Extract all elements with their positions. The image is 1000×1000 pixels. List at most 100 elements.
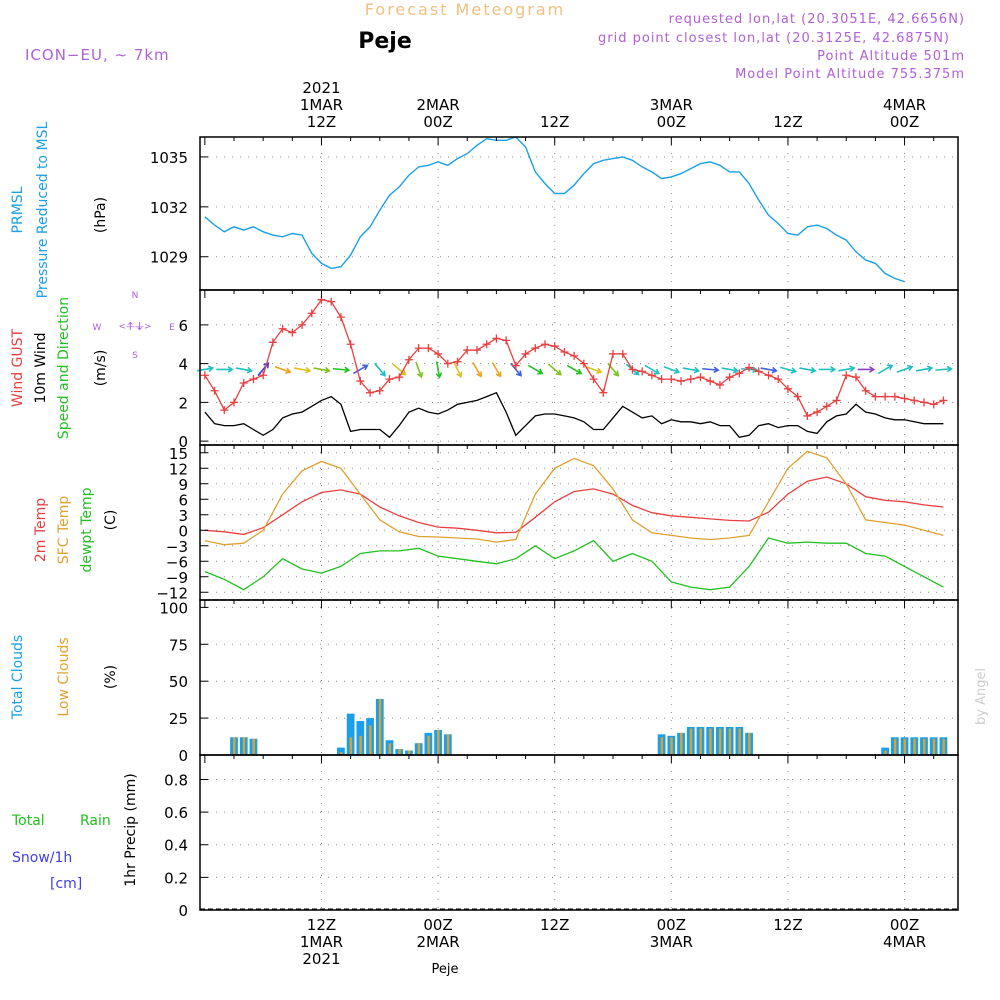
panel-frame [199,136,959,291]
wind-arrow-head [693,366,701,374]
compass-rose: N ↑↓ S W <——> E [93,291,176,361]
wind-arrow-head [926,365,934,373]
gust-marker [404,355,413,364]
plot-layer [196,136,958,910]
bottom-time-label: 12Z [773,916,802,934]
gust-marker [725,373,734,382]
gust-marker [511,361,520,370]
wind-arrow-head [227,366,234,373]
low-cloud-bar [427,735,430,755]
top-time-label: 00Z [657,113,686,131]
low-cloud-bar [923,738,926,755]
gust-marker [754,367,763,376]
gust-marker [657,375,666,384]
clouds-tick-label: 50 [169,673,188,691]
panel-frame [199,444,959,601]
wind-arrow-head [456,371,463,379]
wind-arrow-head [869,366,876,373]
bottom-time-label: 12Z [540,916,569,934]
gust-marker [424,344,433,353]
wind-arrow-head [555,369,562,376]
pressure-labels: PRMSL Pressure Reduced to MSL (hPa) [10,121,109,298]
gust-marker [531,344,540,353]
low-cloud-bar [417,743,421,755]
gust-marker [793,392,802,401]
grid-layer [200,137,958,911]
wind-arrow-head [400,369,407,376]
top-time-label: 2021 [302,79,340,97]
low-cloud-bar [660,737,664,755]
pressure-unit: (hPa) [93,197,109,233]
gust-marker [890,392,899,401]
model-altitude: Model Point Altitude 755.375m [735,67,965,82]
gust-marker [842,371,851,380]
low-cloud-bar [699,728,702,755]
bottom-time-label: 4MAR [883,933,926,951]
wind-arrow-head [324,366,331,374]
wind-arrow [644,364,660,375]
wind-arrow [702,367,719,371]
wind-arrow [274,365,291,373]
low-cloud-bar [689,728,693,755]
compass-w: W [93,323,102,333]
rain-label-2: Rain [80,813,111,829]
gust-marker [356,377,365,386]
gust-marker [881,392,890,401]
wind-arrow [374,362,386,377]
pressure-label-1: PRMSL [10,186,26,233]
gust-marker [813,408,822,417]
temp-labels: 2m Temp SFC Temp dewpt Temp (C) [33,487,119,572]
gust-marker [706,377,715,386]
gridpoint-coords: grid point closest lon,lat (20.3125E, 42… [598,31,950,46]
top-time-label: 2MAR [417,96,460,114]
gust-marker [375,386,384,395]
top-time-label: 1MAR [300,96,343,114]
low-cloud-bar [903,738,907,755]
wind-arrow [548,363,562,376]
gust-marker [832,396,841,405]
gust-marker [861,386,870,395]
gust-marker [589,375,598,384]
wind-arrow-head [537,368,544,375]
snow-label-1: Snow/1h [12,850,72,866]
wind-arrow-head [207,365,215,373]
gust-marker [647,371,656,380]
low-clouds-label: Low Clouds [56,637,72,716]
wind-arrow [453,361,462,378]
wind-arrow-head [495,371,502,378]
wind-arrow [415,361,423,378]
gust-marker [307,309,316,318]
wind-arrow [527,364,543,375]
wind-arrow [760,367,777,372]
gust-marker [298,320,307,329]
clouds-tick-label: 75 [169,636,188,654]
pressure-tick-label: 1029 [150,249,188,267]
low-cloud-bar [748,732,751,755]
precip-tick-label: 0.6 [164,804,188,822]
low-cloud-bar [680,732,683,755]
compass-we-arrow: <——> [118,322,151,332]
gust-marker [910,396,919,405]
wind-arrow [491,362,502,377]
low-cloud-bar [378,698,382,755]
low-cloud-bar [932,738,936,755]
temp-tick-label: 3 [178,507,188,525]
wind-arrow-head [830,366,837,373]
pressure-tick-label: 1032 [150,199,188,217]
temp-tick-label: 15 [169,445,188,463]
point-altitude: Point Altitude 501m [817,49,965,64]
wind-arrow [682,367,699,372]
compass-n: N [132,291,139,301]
gust-marker [715,380,724,389]
wind-arrow [896,365,913,373]
pressure-tick-label: 1035 [150,149,188,167]
gust-marker [239,379,248,387]
wind-arrow [721,367,738,372]
meteogram-title: Forecast Meteogram [365,0,565,19]
bottom-time-label: 2MAR [417,933,460,951]
temp-2m-line [204,476,944,536]
wind-arrow-head [771,366,778,374]
wind-arrow-head [515,370,522,377]
temp-tick-label: −3 [166,538,188,556]
wind-arrow [332,367,349,371]
